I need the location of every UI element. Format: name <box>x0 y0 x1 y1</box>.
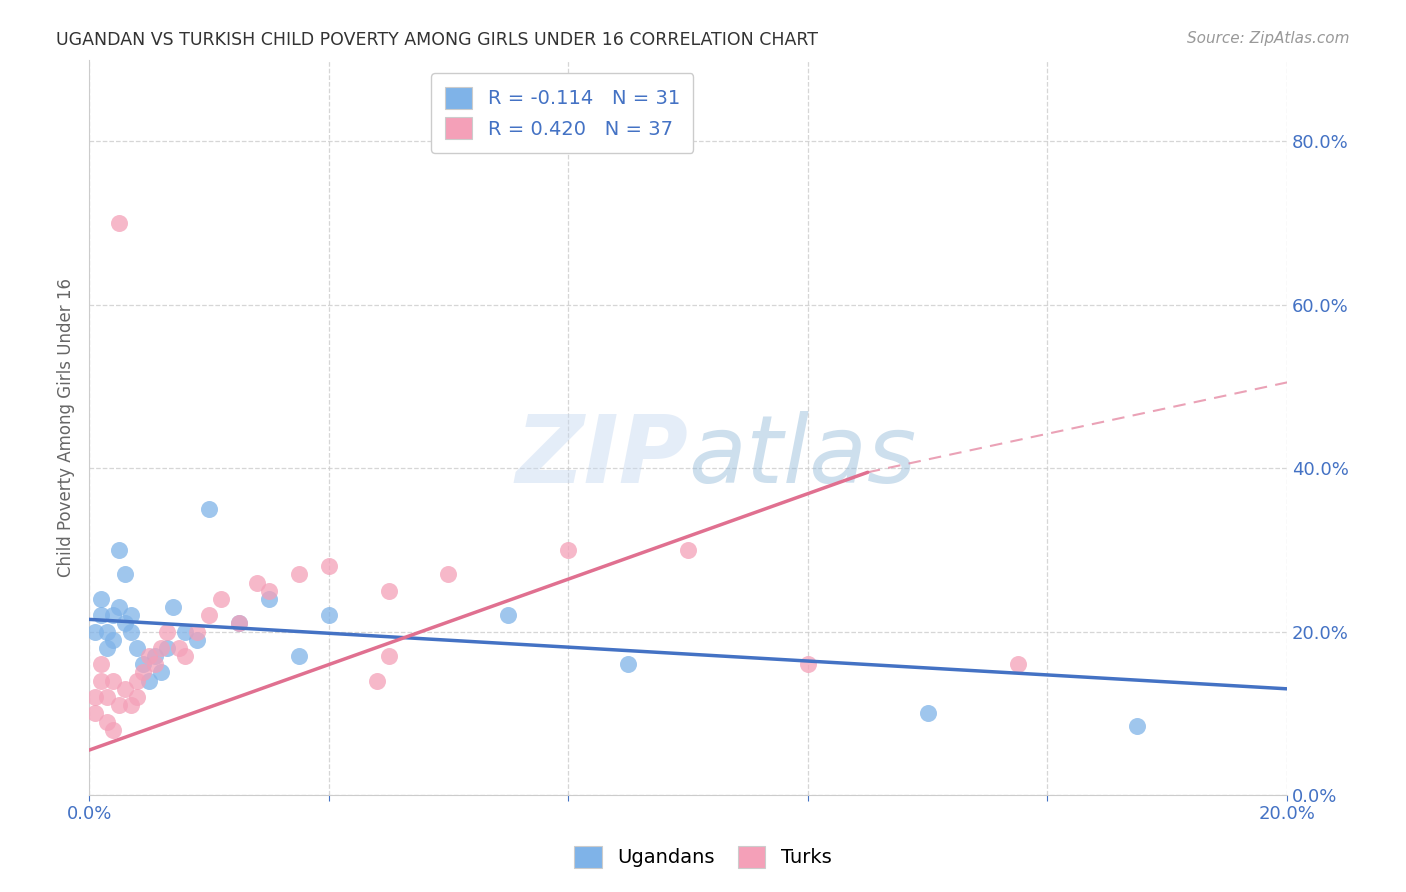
Point <box>198 608 221 623</box>
Point <box>209 591 232 606</box>
Point <box>138 673 160 688</box>
Text: atlas: atlas <box>688 411 917 502</box>
Point <box>198 502 221 516</box>
Point <box>125 690 148 704</box>
Point <box>557 542 579 557</box>
Point <box>186 624 208 639</box>
Point <box>174 624 197 639</box>
Point <box>90 591 112 606</box>
Point <box>120 608 142 623</box>
Point <box>132 665 155 680</box>
Point <box>228 616 250 631</box>
Point <box>120 698 142 713</box>
Point <box>114 616 136 631</box>
Point <box>149 665 172 680</box>
Point <box>257 583 280 598</box>
Legend: Ugandans, Turks: Ugandans, Turks <box>565 836 841 878</box>
Point <box>156 624 179 639</box>
Legend: R = -0.114   N = 31, R = 0.420   N = 37: R = -0.114 N = 31, R = 0.420 N = 37 <box>432 73 693 153</box>
Point <box>676 542 699 557</box>
Point <box>917 706 939 721</box>
Point <box>120 624 142 639</box>
Point <box>90 673 112 688</box>
Point <box>101 632 124 647</box>
Point <box>377 583 399 598</box>
Point <box>617 657 640 672</box>
Point <box>143 657 166 672</box>
Point <box>1007 657 1029 672</box>
Text: Source: ZipAtlas.com: Source: ZipAtlas.com <box>1187 31 1350 46</box>
Point <box>114 681 136 696</box>
Point <box>228 616 250 631</box>
Point <box>96 624 118 639</box>
Text: UGANDAN VS TURKISH CHILD POVERTY AMONG GIRLS UNDER 16 CORRELATION CHART: UGANDAN VS TURKISH CHILD POVERTY AMONG G… <box>56 31 818 49</box>
Point <box>132 657 155 672</box>
Text: ZIP: ZIP <box>515 410 688 503</box>
Point <box>257 591 280 606</box>
Point <box>246 575 269 590</box>
Point <box>162 600 184 615</box>
Point <box>437 567 460 582</box>
Point <box>84 624 107 639</box>
Y-axis label: Child Poverty Among Girls Under 16: Child Poverty Among Girls Under 16 <box>58 277 75 577</box>
Point <box>114 567 136 582</box>
Point <box>90 657 112 672</box>
Point <box>167 640 190 655</box>
Point <box>287 649 309 664</box>
Point <box>96 690 118 704</box>
Point <box>377 649 399 664</box>
Point <box>101 673 124 688</box>
Point <box>498 608 520 623</box>
Point <box>318 559 340 574</box>
Point <box>101 608 124 623</box>
Point <box>287 567 309 582</box>
Point <box>96 714 118 729</box>
Point <box>125 640 148 655</box>
Point <box>101 723 124 737</box>
Point <box>108 216 131 230</box>
Point <box>174 649 197 664</box>
Point <box>96 640 118 655</box>
Point <box>108 600 131 615</box>
Point <box>84 706 107 721</box>
Point <box>125 673 148 688</box>
Point <box>108 542 131 557</box>
Point <box>84 690 107 704</box>
Point <box>1126 718 1149 732</box>
Point <box>318 608 340 623</box>
Point <box>366 673 388 688</box>
Point <box>186 632 208 647</box>
Point <box>90 608 112 623</box>
Point <box>108 698 131 713</box>
Point <box>149 640 172 655</box>
Point <box>156 640 179 655</box>
Point <box>143 649 166 664</box>
Point <box>138 649 160 664</box>
Point <box>797 657 820 672</box>
